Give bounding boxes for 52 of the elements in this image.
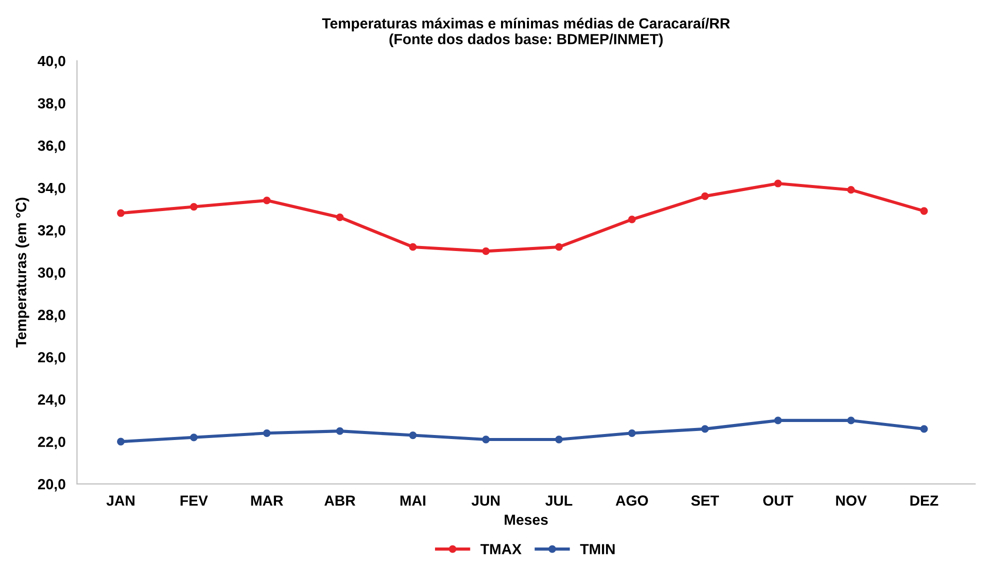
point <box>701 425 709 433</box>
point <box>628 429 636 437</box>
x-tick-label: DEZ <box>910 496 938 506</box>
x-tick-label: ABR <box>324 496 356 506</box>
y-tick-label: 20,0 <box>38 479 66 492</box>
point <box>409 243 417 251</box>
point <box>555 436 563 444</box>
x-tick-label: JAN <box>106 496 134 506</box>
point <box>774 180 782 188</box>
y-tick-label: 38,0 <box>38 98 66 111</box>
x-tick-label: JUN <box>472 496 500 506</box>
point <box>409 431 417 440</box>
y-tick-label: 30,0 <box>38 267 66 280</box>
y-axis-title: Temperaturas (em °C) <box>16 198 30 348</box>
point <box>482 247 490 256</box>
x-tick-label: FEV <box>180 496 208 506</box>
point <box>847 416 855 424</box>
point <box>190 202 198 211</box>
point <box>190 434 198 442</box>
point <box>774 416 782 424</box>
legend-label: TMIN <box>580 544 615 554</box>
x-tick-label: MAR <box>251 496 284 506</box>
point <box>116 209 125 217</box>
x-tick-label: NOV <box>836 495 867 506</box>
point <box>336 427 344 435</box>
y-tick-label: 28,0 <box>38 310 66 322</box>
point <box>920 207 928 215</box>
point <box>847 186 855 194</box>
point <box>555 243 563 251</box>
x-tick-label: SET <box>691 495 719 506</box>
x-tick-label: AGO <box>616 495 648 506</box>
y-tick-label: 22,0 <box>38 436 66 450</box>
y-tick-label: 36,0 <box>38 140 66 153</box>
point <box>336 214 344 222</box>
point <box>701 192 709 200</box>
y-tick-label: 26,0 <box>38 352 66 365</box>
x-tick-label: OUT <box>763 495 794 506</box>
x-axis-title: Meses <box>504 514 548 525</box>
point <box>628 216 636 224</box>
y-tick-label: 32,0 <box>38 225 66 238</box>
legend-label: TMAX <box>480 544 522 554</box>
point <box>263 429 271 437</box>
point <box>920 425 928 433</box>
chart-title: Temperaturas máximas e mínimas médias de Caracaraí/RR (Fonte dos dados base: BDMEP/INMET) <box>322 18 730 48</box>
point <box>482 436 490 444</box>
x-tick-label: JUL <box>545 496 572 506</box>
y-tick-label: 40,0 <box>38 56 66 68</box>
y-tick-label: 24,0 <box>38 394 66 407</box>
x-tick-label: MAI <box>400 496 426 506</box>
point <box>116 438 125 446</box>
y-tick-label: 34,0 <box>38 182 66 196</box>
point <box>263 196 271 204</box>
